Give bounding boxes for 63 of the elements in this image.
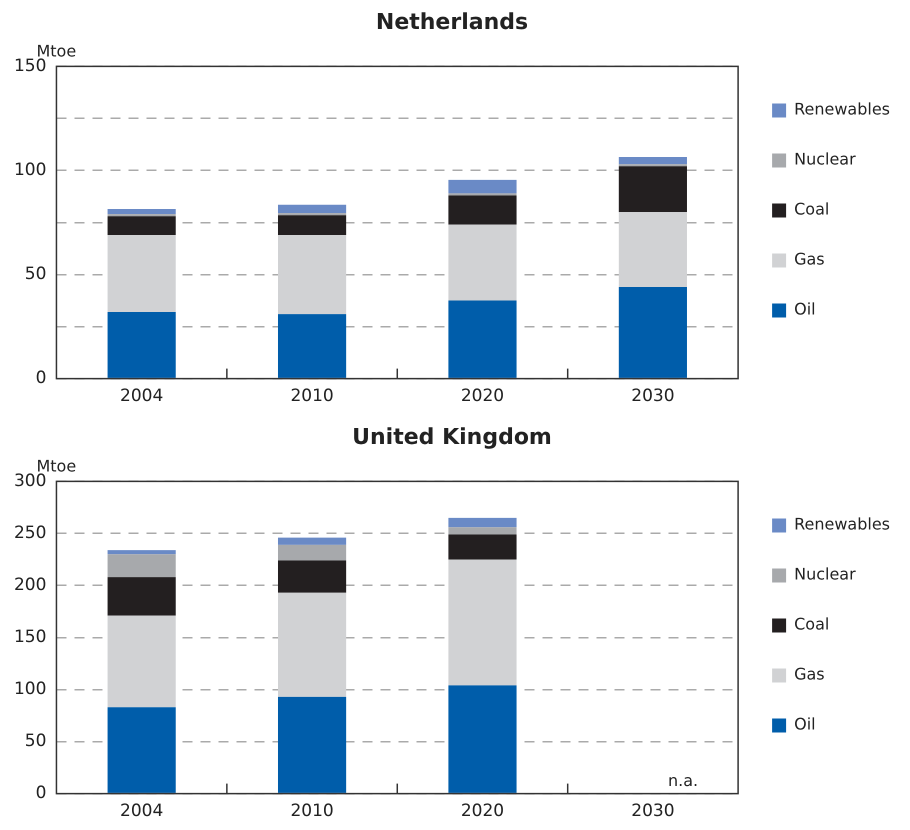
bar [448,300,517,378]
y-tick-label: 150 [14,626,46,647]
y-tick-label: 100 [14,160,46,180]
bar [618,287,687,378]
bar [278,204,346,214]
y-tick-label: 250 [14,522,46,543]
bar [108,208,176,214]
legend-label: Nuclear [794,150,856,169]
y-tick-label: 200 [14,574,46,595]
legend-label: Oil [794,300,816,319]
y-tick-label: 100 [14,678,46,699]
bar [448,527,517,534]
x-tick-label: 2010 [290,386,334,406]
legend-label: Coal [794,200,830,219]
bar [448,559,517,686]
x-tick-label: 2030 [631,386,675,406]
legend-label: Gas [794,664,825,684]
legend-label: Coal [794,614,830,634]
bar [278,234,346,314]
bar [278,215,346,235]
bar [108,234,176,312]
legend-label: Oil [794,714,816,734]
bar [278,314,346,378]
bar [108,577,176,616]
x-tick-label: 2030 [631,801,675,822]
y-tick-label: 50 [24,730,46,751]
bar [618,166,687,212]
bar [618,156,687,164]
bar [448,224,517,301]
bar [618,212,687,288]
legend-label: Gas [794,250,825,269]
y-tick-label: 50 [24,264,46,284]
y-tick-label: 0 [36,783,46,804]
bar [108,707,176,793]
bar [448,180,517,194]
y-tick-label: 150 [14,56,46,76]
annotation: n.a. [668,770,698,790]
y-tick-label: 300 [14,470,46,491]
bar [108,216,176,235]
bar [108,550,176,554]
bar [108,312,176,378]
bar [278,544,346,560]
chart-title: United Kingdom [352,424,552,450]
y-tick-label: 0 [36,368,46,388]
bar [448,685,517,793]
x-tick-label: 2020 [460,801,504,822]
bar [448,518,517,528]
bar [448,195,517,225]
x-tick-label: 2020 [460,386,504,406]
bar [278,560,346,593]
bar [448,534,517,560]
x-tick-label: 2010 [290,801,334,822]
x-tick-label: 2004 [120,386,164,406]
bar [108,554,176,578]
x-tick-label: 2004 [120,801,164,822]
legend-label: Renewables [794,100,890,119]
legend-label: Renewables [794,514,890,534]
bar [278,538,346,545]
bar [108,616,176,708]
legend-label: Nuclear [794,564,856,584]
chart-title: Netherlands [376,10,528,35]
bar [278,592,346,697]
bar [278,696,346,793]
